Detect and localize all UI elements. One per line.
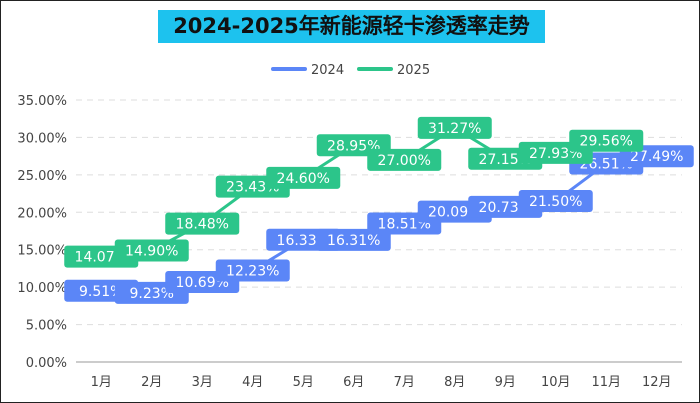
data-label: 9.51%	[79, 284, 123, 300]
data-label: 23.43%	[226, 180, 279, 196]
x-tick-label: 6月	[343, 375, 364, 390]
data-label: 14.07%	[75, 250, 128, 266]
data-label-box	[266, 166, 341, 189]
data-label: 20.09%	[428, 205, 481, 221]
data-label: 29.56%	[580, 134, 633, 150]
y-tick-label: 25.00%	[17, 169, 67, 184]
x-tick-label: 4月	[242, 375, 263, 390]
x-tick-label: 2月	[141, 375, 162, 390]
y-tick-label: 15.00%	[17, 244, 67, 259]
data-label: 28.95%	[327, 138, 380, 154]
data-label: 27.93%	[529, 146, 582, 162]
y-tick-label: 20.00%	[17, 206, 67, 221]
data-label-box	[165, 212, 240, 235]
data-label: 27.49%	[630, 149, 683, 165]
data-label: 18.51%	[378, 216, 431, 232]
data-label: 27.00%	[378, 153, 431, 169]
x-tick-label: 9月	[495, 375, 516, 390]
x-tick-label: 10月	[541, 375, 571, 390]
data-label: 31.27%	[428, 121, 481, 137]
y-tick-label: 0.00%	[26, 356, 67, 371]
x-tick-label: 7月	[394, 375, 415, 390]
y-tick-label: 10.00%	[17, 281, 67, 296]
y-tick-label: 30.00%	[17, 131, 67, 146]
data-label: 12.23%	[226, 263, 279, 279]
data-label: 27.15%	[479, 152, 532, 168]
data-label-box	[114, 239, 189, 262]
data-label: 24.60%	[277, 171, 330, 187]
data-label: 10.69%	[176, 275, 229, 291]
data-label: 26.51%	[580, 157, 633, 173]
x-tick-label: 1月	[91, 375, 112, 390]
x-tick-label: 12月	[642, 375, 672, 390]
data-label-box	[518, 190, 593, 213]
data-label: 21.50%	[529, 194, 582, 210]
data-label: 20.73%	[479, 200, 532, 216]
x-tick-label: 8月	[444, 375, 465, 390]
data-label-box	[367, 148, 442, 171]
y-tick-label: 35.00%	[17, 94, 67, 109]
data-label: 14.90%	[125, 243, 178, 259]
data-label-box	[215, 259, 290, 282]
x-tick-label: 3月	[192, 375, 213, 390]
x-tick-label: 5月	[293, 375, 314, 390]
x-tick-label: 11月	[591, 375, 621, 390]
y-tick-label: 5.00%	[26, 319, 67, 334]
data-label-box	[417, 116, 492, 139]
legend-label: 2025	[397, 63, 430, 78]
chart-title: 2024-2025年新能源轻卡渗透率走势	[158, 10, 545, 43]
data-label-box	[569, 129, 644, 152]
data-label: 16.33%	[277, 233, 330, 249]
legend-label: 2024	[311, 63, 344, 78]
data-label: 18.48%	[176, 217, 229, 233]
data-label: 9.23%	[130, 286, 174, 302]
data-label: 16.31%	[327, 233, 380, 249]
